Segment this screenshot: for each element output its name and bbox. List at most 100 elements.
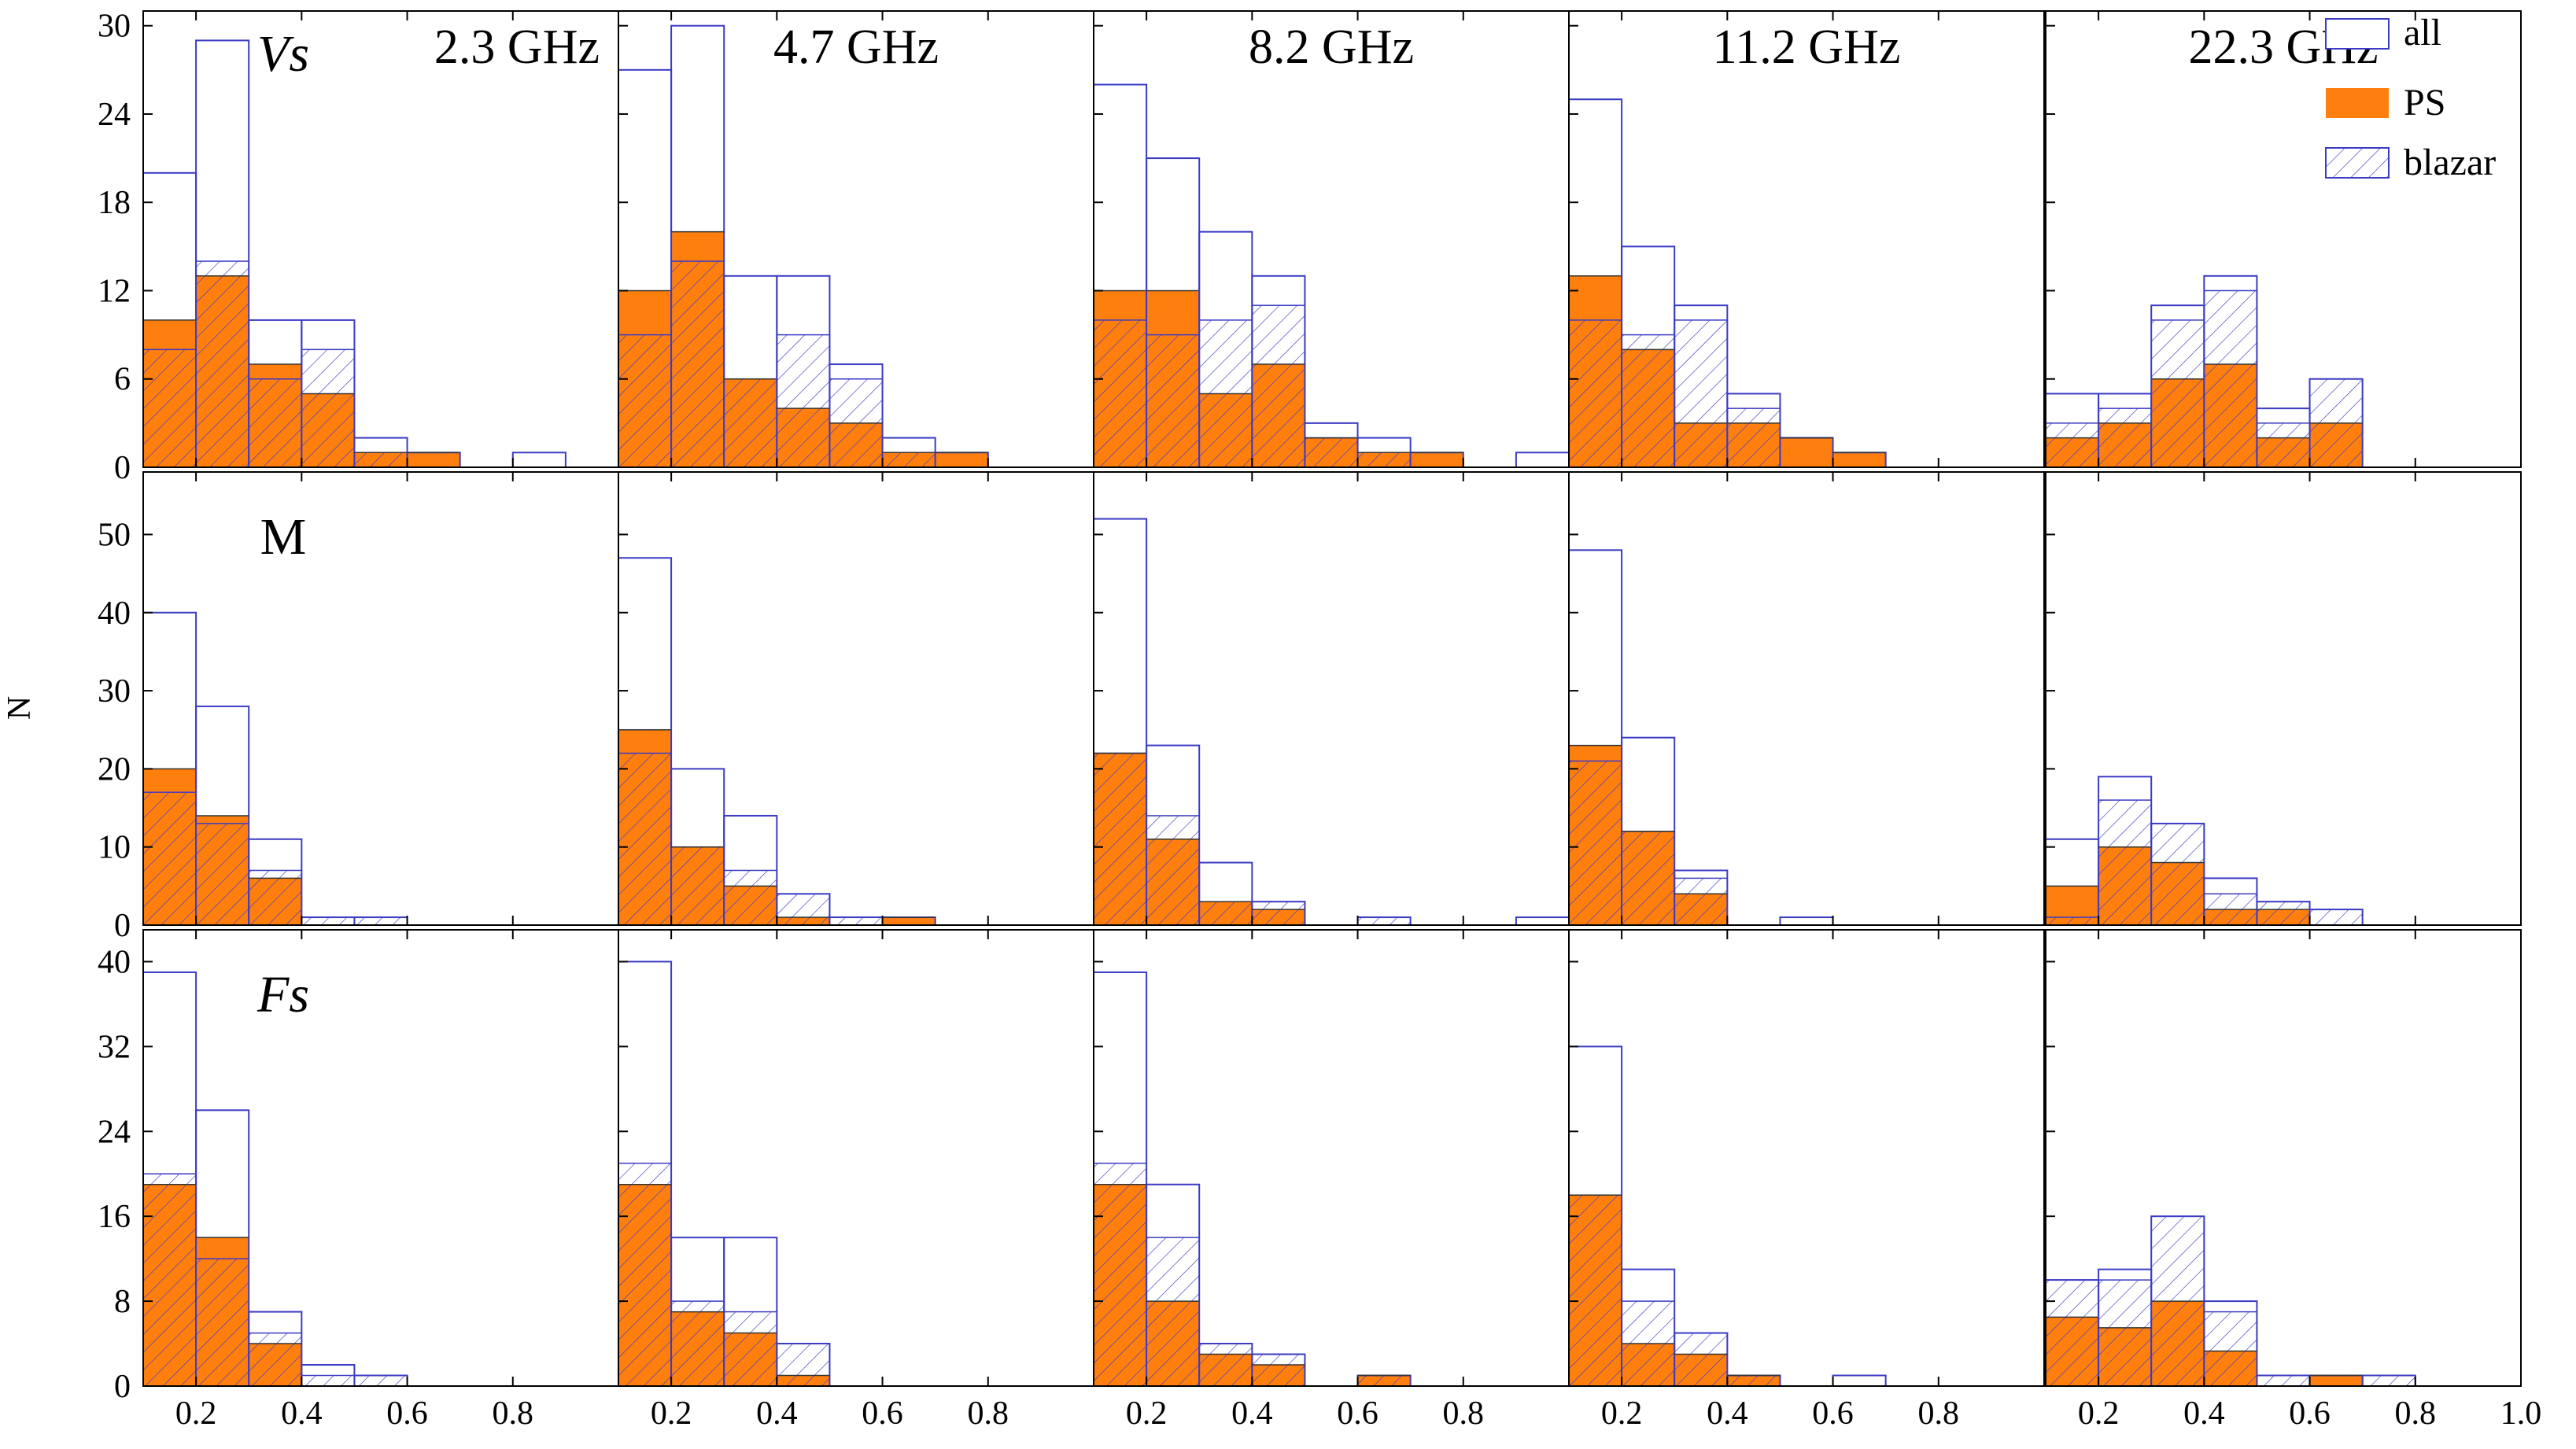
- bar-blazar: [143, 792, 197, 925]
- y-tick-label: 30: [98, 673, 131, 710]
- x-tick-label: 0.6: [2289, 1396, 2331, 1432]
- bar-blazar: [671, 1301, 725, 1386]
- bar-all: [1621, 1268, 1676, 1386]
- x-tick-label: 0.2: [651, 1396, 692, 1432]
- x-tick-label: 1.0: [2500, 1396, 2542, 1432]
- panel-vs-2: 8.2 GHz: [1093, 10, 1570, 468]
- bar-blazar: [777, 334, 830, 467]
- bar-all: [1674, 869, 1729, 925]
- bar-blazar: [2098, 800, 2152, 925]
- legend-blazar-swatch-fill: [2326, 148, 2389, 178]
- x-tick-label: 0.6: [386, 1396, 428, 1432]
- bar-ps: [1832, 452, 1886, 467]
- bar-blazar: [1094, 753, 1147, 925]
- bar-blazar: [2257, 422, 2310, 467]
- legend-blazar-swatch: [2325, 147, 2390, 179]
- panel-frame: [2045, 10, 2522, 468]
- bar-blazar: [2204, 1311, 2257, 1386]
- bar-all: [1251, 275, 1306, 467]
- y-tick-label: 20: [98, 751, 131, 787]
- bar-blazar: [1357, 1375, 1411, 1386]
- frequency-title: 11.2 GHz: [1713, 20, 1901, 74]
- bar-ps: [935, 452, 988, 467]
- y-tick-label: 16: [98, 1199, 131, 1235]
- bar-blazar: [1146, 1237, 1200, 1386]
- y-tick-label: 18: [98, 185, 131, 221]
- bar-blazar: [1674, 878, 1728, 925]
- bar-blazar: [354, 1375, 408, 1386]
- panel-bars: [1569, 98, 1887, 467]
- bar-ps: [407, 452, 460, 467]
- bar-blazar: [249, 870, 302, 925]
- bar-blazar: [1569, 1195, 1622, 1386]
- panel-fs-1: 0.2 0.4 0.6 0.8: [618, 929, 1094, 1432]
- bar-all: [248, 1311, 303, 1386]
- bar-blazar: [1252, 1354, 1305, 1386]
- bar-blazar: [1357, 452, 1411, 467]
- bar-blazar: [1674, 319, 1728, 467]
- bar-blazar: [1622, 831, 1675, 925]
- panel-frame: [2045, 929, 2522, 1387]
- bar-blazar: [2362, 1375, 2415, 1386]
- bar-blazar: [1727, 1375, 1781, 1386]
- bar-blazar: [882, 452, 936, 467]
- panel-bars: [2046, 776, 2364, 925]
- bar-blazar: [1622, 334, 1675, 467]
- bar-blazar: [354, 452, 408, 467]
- panel-frame: [1568, 10, 2045, 468]
- panel-bars: [618, 24, 989, 467]
- panel-fs-4: 0.2 0.4 0.6 0.8 1.0: [2045, 929, 2542, 1432]
- y-tick-label: 30: [98, 9, 131, 45]
- bar-ps: [1780, 437, 1833, 467]
- panel-bars: [2046, 1215, 2416, 1386]
- bar-blazar: [2046, 422, 2099, 467]
- bar-blazar: [1094, 1163, 1147, 1386]
- bar-blazar: [2257, 901, 2310, 925]
- bar-blazar: [1305, 437, 1358, 467]
- panel-bars: [1569, 549, 1834, 925]
- bar-blazar: [1199, 1344, 1253, 1386]
- bar-blazar: [143, 349, 197, 467]
- panel-fs-3: 0.2 0.4 0.6 0.8: [1568, 929, 2045, 1432]
- bar-blazar: [196, 823, 249, 925]
- y-tick-label: 40: [98, 595, 131, 632]
- bar-blazar: [1569, 319, 1622, 467]
- bar-all: [248, 838, 303, 925]
- x-tick-label: 0.8: [968, 1396, 1009, 1432]
- bar-all: [1779, 916, 1834, 925]
- frequency-title: 2.3 GHz: [434, 20, 600, 74]
- y-tick-label: 50: [98, 517, 131, 553]
- y-tick-label: 10: [98, 830, 131, 866]
- bar-blazar: [1146, 334, 1200, 467]
- bar-blazar: [1569, 761, 1622, 925]
- bar-blazar: [829, 917, 883, 925]
- legend-ps-label: PS: [2404, 82, 2445, 124]
- bar-all: [1146, 1183, 1201, 1386]
- x-tick-label: 0.2: [2078, 1396, 2120, 1432]
- bar-blazar: [618, 753, 672, 925]
- x-tick-label: 0.4: [756, 1396, 798, 1432]
- bar-blazar: [1252, 305, 1305, 467]
- bar-blazar: [777, 894, 830, 925]
- bar-all: [1674, 304, 1729, 467]
- row-label-vs: Vs: [257, 25, 309, 83]
- bar-all: [1251, 901, 1306, 925]
- panel-bars: [1094, 83, 1569, 467]
- bar-blazar: [671, 846, 725, 925]
- frequency-title: 4.7 GHz: [773, 20, 939, 74]
- bar-all: [1198, 861, 1253, 925]
- x-tick-label: 0.6: [862, 1396, 903, 1432]
- bar-all: [2203, 275, 2258, 467]
- bar-all: [723, 1237, 778, 1386]
- panel-vs-0: 2.3 GHz: [142, 10, 619, 468]
- bar-all: [511, 452, 566, 467]
- bar-blazar: [1674, 1333, 1728, 1386]
- bar-blazar: [1094, 319, 1147, 467]
- bar-all: [776, 893, 831, 925]
- bar-blazar: [2204, 290, 2257, 467]
- panel-vs-3: 11.2 GHz: [1568, 10, 2045, 468]
- bar-blazar: [2098, 408, 2152, 467]
- x-tick-label: 0.2: [175, 1396, 217, 1432]
- row-label-fs: Fs: [256, 966, 309, 1023]
- y-tick-label: 40: [98, 944, 131, 980]
